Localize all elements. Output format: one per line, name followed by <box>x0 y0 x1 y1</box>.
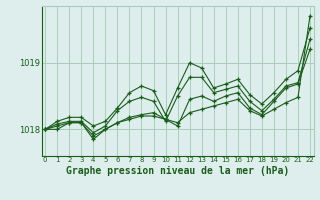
X-axis label: Graphe pression niveau de la mer (hPa): Graphe pression niveau de la mer (hPa) <box>66 166 289 176</box>
